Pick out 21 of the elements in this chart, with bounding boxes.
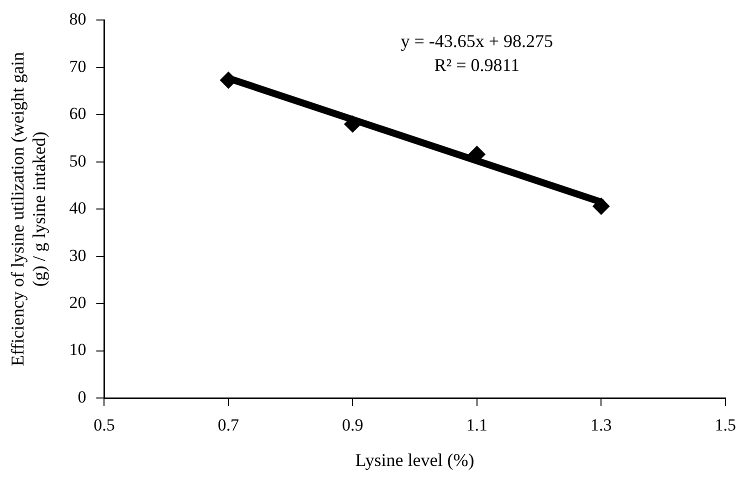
x-tick-label: 0.5 <box>94 416 115 435</box>
y-tick-label: 30 <box>69 246 86 265</box>
x-tick-label: 1.5 <box>714 416 736 435</box>
y-tick-label: 40 <box>69 198 86 218</box>
x-tick-label: 1.3 <box>590 416 612 435</box>
y-axis-title: Efficiency of lysine utilization (weight gain (g) / g lysine intaked) <box>8 52 50 366</box>
y-tick-label: 50 <box>69 151 86 170</box>
x-tick-label: 1.1 <box>466 416 488 435</box>
y-tick-label: 80 <box>69 10 86 29</box>
y-tick-label: 20 <box>69 293 86 312</box>
x-tick-label: 0.9 <box>342 416 364 435</box>
y-tick-label: 70 <box>69 56 86 76</box>
annotation: R² = 0.9811 <box>434 54 520 75</box>
x-axis-title: Lysine level (%) <box>355 450 474 470</box>
x-tick-label: 0.7 <box>218 416 240 435</box>
annotation: y = -43.65x + 98.275 <box>400 30 554 51</box>
y-tick-label: 10 <box>69 340 86 360</box>
y-tick-label: 60 <box>69 104 86 124</box>
y-tick-label: 0 <box>78 387 86 406</box>
point <box>344 116 362 133</box>
point <box>592 198 610 215</box>
